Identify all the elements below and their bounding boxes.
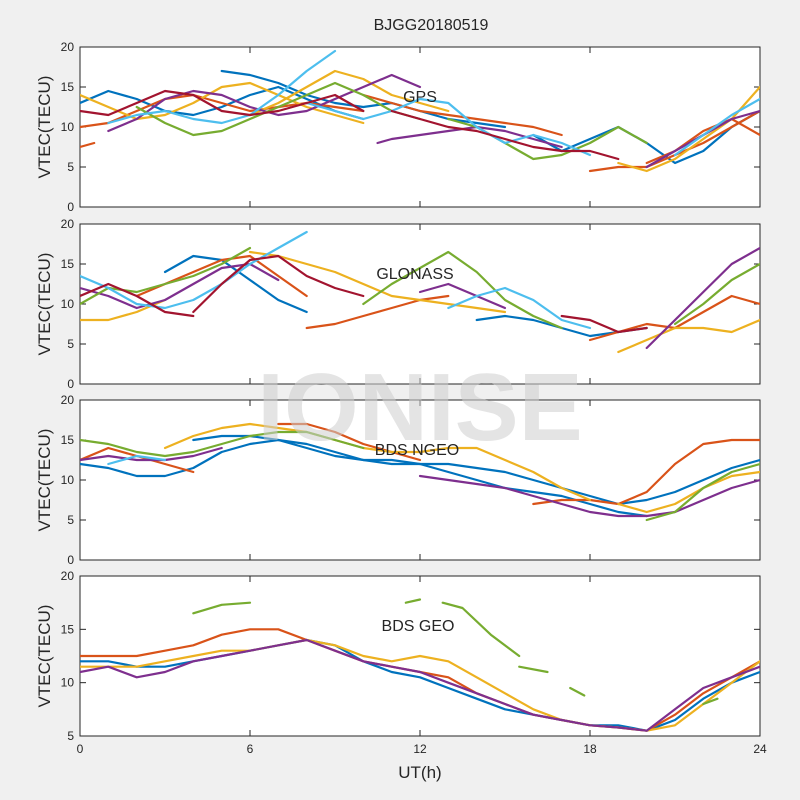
y-tick-label: 20	[61, 217, 75, 231]
series-line	[617, 85, 760, 173]
x-tick-label: 18	[583, 742, 597, 756]
series-line	[645, 462, 760, 522]
series-line	[532, 438, 760, 506]
series-line	[277, 422, 422, 462]
series-line	[80, 282, 195, 318]
series-group	[80, 230, 760, 354]
series-line	[80, 430, 365, 458]
series-line	[163, 254, 308, 314]
y-tick-label: 5	[67, 513, 74, 527]
plot-area	[79, 223, 761, 385]
series-line	[80, 81, 365, 125]
y-axis-label: VTEC(TECU)	[35, 253, 54, 356]
y-tick-label: 10	[61, 120, 75, 134]
x-tick-label: 0	[77, 742, 84, 756]
y-tick-label: 0	[67, 200, 74, 214]
series-line	[107, 454, 167, 466]
series-line	[192, 601, 252, 615]
y-tick-label: 5	[67, 337, 74, 351]
panel-1: 0 5 10 15 20 VTEC(TECU) GLONASS	[35, 217, 761, 391]
series-line	[441, 601, 521, 658]
series-line	[248, 250, 507, 314]
series-line	[518, 665, 549, 674]
x-tick-label: 12	[413, 742, 427, 756]
series-line	[404, 598, 422, 604]
series-line	[80, 446, 223, 462]
y-tick-label: 0	[67, 377, 74, 391]
y-tick-label: 5	[67, 729, 74, 743]
y-tick-label: 5	[67, 160, 74, 174]
plot-area	[79, 46, 761, 208]
y-tick-label: 20	[61, 40, 75, 54]
series-line	[673, 97, 760, 157]
series-line	[80, 230, 308, 310]
y-tick-label: 10	[61, 676, 75, 690]
series-line	[80, 89, 365, 117]
panel-label: GPS	[403, 89, 437, 106]
series-group	[80, 422, 760, 522]
series-line	[107, 73, 422, 133]
series-line	[305, 97, 592, 157]
plot-area	[79, 399, 761, 561]
y-tick-label: 15	[61, 622, 75, 636]
y-axis-label: VTEC(TECU)	[35, 429, 54, 532]
series-line	[362, 250, 563, 330]
y-tick-label: 15	[61, 433, 75, 447]
series-group	[80, 598, 760, 732]
series-line	[418, 282, 507, 310]
series-line	[617, 318, 760, 354]
series-line	[560, 314, 648, 334]
series-line	[673, 262, 760, 326]
series-line	[305, 294, 450, 330]
series-line	[645, 246, 760, 350]
series-line	[163, 422, 592, 502]
series-line	[192, 434, 648, 518]
y-tick-label: 20	[61, 569, 75, 583]
series-group	[80, 49, 760, 173]
y-axis-label: VTEC(TECU)	[35, 76, 54, 179]
y-tick-label: 10	[61, 473, 75, 487]
series-line	[135, 81, 422, 137]
series-line	[80, 638, 760, 732]
watermark-text: IONISE	[257, 354, 582, 461]
y-axis-label: VTEC(TECU)	[35, 605, 54, 708]
panel-0: 0 5 10 15 20 VTEC(TECU) GPS	[35, 40, 761, 214]
series-line	[107, 49, 337, 125]
series-line	[447, 286, 592, 330]
series-line	[645, 117, 760, 165]
panel-label: GLONASS	[376, 266, 453, 283]
y-tick-label: 20	[61, 393, 75, 407]
y-tick-label: 10	[61, 297, 75, 311]
chart-title: BJGG20180519	[374, 17, 489, 34]
y-tick-label: 15	[61, 257, 75, 271]
y-tick-label: 15	[61, 80, 75, 94]
series-line	[390, 109, 620, 161]
x-tick-label: 24	[753, 742, 767, 756]
x-tick-label: 6	[247, 742, 254, 756]
x-axis-label: UT(h)	[398, 763, 441, 782]
series-line	[80, 141, 96, 149]
panel-2: 0 5 10 15 20 VTEC(TECU) BDS NGEO	[35, 393, 761, 567]
series-line	[80, 85, 365, 121]
series-line	[617, 470, 760, 514]
y-tick-label: 0	[67, 553, 74, 567]
panel-label: BDS NGEO	[375, 442, 459, 459]
panel-3: 5 10 15 20 0 6 12 18 24 VTEC(TECU) BDS GEO	[35, 569, 767, 756]
series-line	[362, 93, 563, 137]
series-line	[569, 686, 586, 697]
series-line	[418, 474, 760, 518]
series-line	[702, 697, 719, 706]
panel-label: BDS GEO	[382, 618, 455, 635]
series-line	[192, 254, 365, 314]
series-line	[220, 69, 507, 129]
